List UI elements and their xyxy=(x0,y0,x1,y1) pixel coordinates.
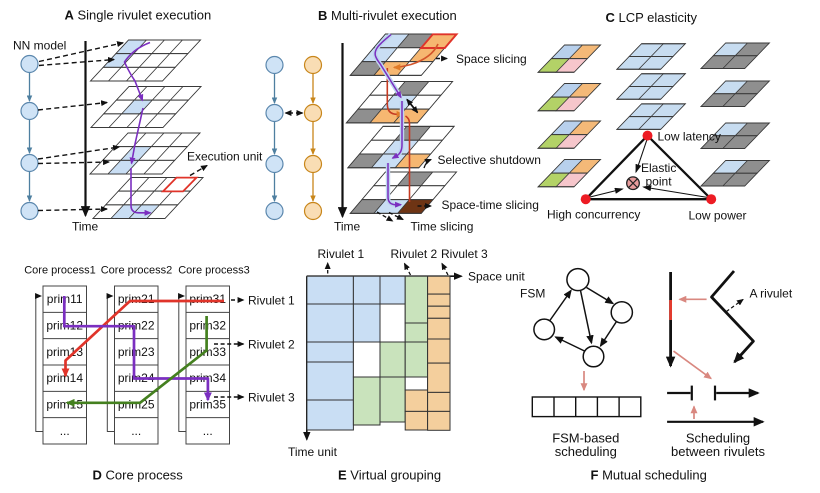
svg-text:Elastic: Elastic xyxy=(641,161,676,175)
svg-text:F Mutual scheduling: F Mutual scheduling xyxy=(591,468,707,483)
svg-text:between rivulets: between rivulets xyxy=(671,444,765,459)
svg-text:Core process1: Core process1 xyxy=(24,265,96,277)
svg-text:prim35: prim35 xyxy=(189,397,226,411)
svg-text:Time: Time xyxy=(72,220,99,234)
svg-text:prim14: prim14 xyxy=(46,371,83,385)
svg-text:E Virtual grouping: E Virtual grouping xyxy=(338,468,441,483)
svg-text:Rivulet 2: Rivulet 2 xyxy=(248,338,295,352)
svg-text:prim25: prim25 xyxy=(118,397,155,411)
svg-text:Low power: Low power xyxy=(689,209,747,223)
svg-text:...: ... xyxy=(203,424,213,438)
svg-text:C LCP elasticity: C LCP elasticity xyxy=(606,10,698,25)
svg-text:Time unit: Time unit xyxy=(288,445,338,459)
svg-text:Rivulet 3: Rivulet 3 xyxy=(248,391,295,405)
svg-text:D Core process: D Core process xyxy=(93,468,184,483)
svg-text:Space unit: Space unit xyxy=(468,270,525,284)
svg-text:FSM: FSM xyxy=(520,287,545,301)
svg-text:Rivulet 1: Rivulet 1 xyxy=(248,294,295,308)
svg-text:Time slicing: Time slicing xyxy=(411,220,474,234)
svg-text:High concurrency: High concurrency xyxy=(547,208,640,222)
svg-text:Core process3: Core process3 xyxy=(178,265,250,277)
svg-text:prim13: prim13 xyxy=(46,345,83,359)
svg-text:prim15: prim15 xyxy=(46,397,83,411)
svg-text:Rivulet 1: Rivulet 1 xyxy=(318,247,365,261)
svg-text:Time: Time xyxy=(334,220,361,234)
svg-text:prim23: prim23 xyxy=(118,345,155,359)
svg-text:B Multi-rivulet execution: B Multi-rivulet execution xyxy=(318,8,457,23)
svg-text:Rivulet 3: Rivulet 3 xyxy=(441,247,488,261)
svg-text:Rivulet 2: Rivulet 2 xyxy=(391,247,438,261)
svg-text:A Single rivulet execution: A Single rivulet execution xyxy=(65,8,212,23)
svg-text:Core process2: Core process2 xyxy=(101,265,173,277)
svg-text:FSM-based: FSM-based xyxy=(552,431,619,446)
svg-text:Execution unit: Execution unit xyxy=(187,150,263,164)
svg-text:Space-time slicing: Space-time slicing xyxy=(442,198,539,212)
svg-text:A rivulet: A rivulet xyxy=(750,287,793,301)
svg-text:prim22: prim22 xyxy=(118,318,155,332)
svg-text:Scheduling: Scheduling xyxy=(686,431,750,446)
svg-text:...: ... xyxy=(131,424,141,438)
svg-text:Selective shutdown: Selective shutdown xyxy=(438,153,541,167)
svg-text:Space slicing: Space slicing xyxy=(456,52,527,66)
svg-text:point: point xyxy=(646,175,673,189)
svg-text:prim21: prim21 xyxy=(118,292,155,306)
svg-text:prim31: prim31 xyxy=(189,292,226,306)
svg-text:NN model: NN model xyxy=(13,39,66,53)
svg-text:Low latency: Low latency xyxy=(658,130,721,144)
svg-text:...: ... xyxy=(60,424,70,438)
svg-text:scheduling: scheduling xyxy=(555,444,617,459)
